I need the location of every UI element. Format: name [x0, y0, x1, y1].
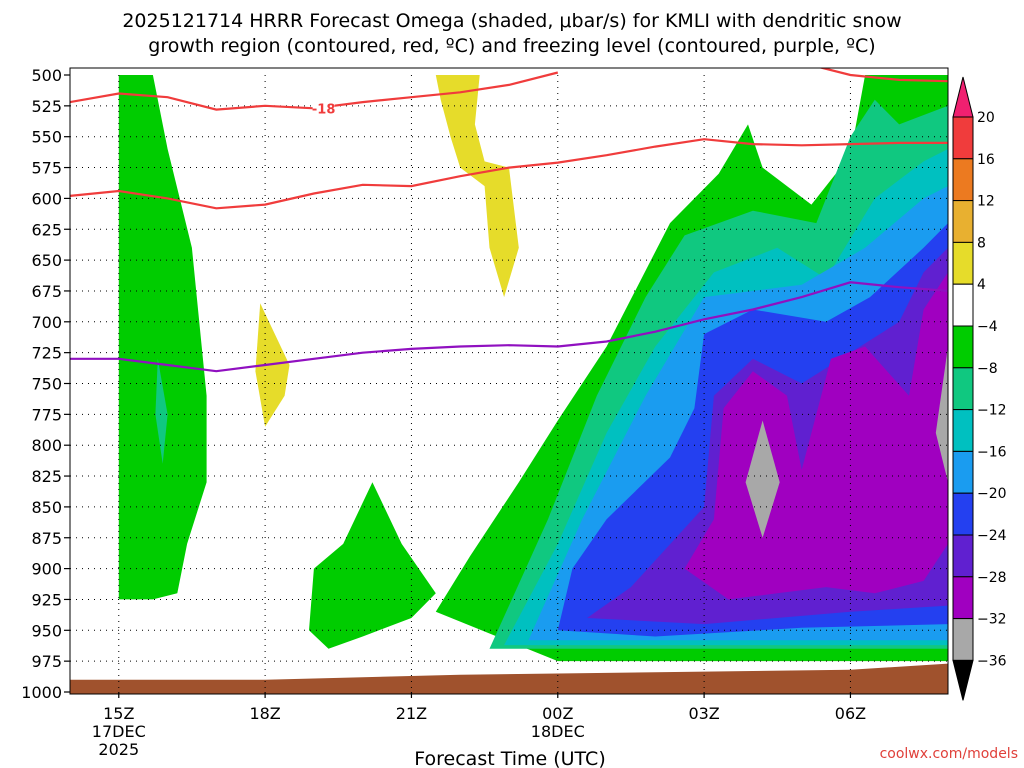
plot-area: -18 [70, 68, 948, 694]
x-axis-label: Forecast Time (UTC) [414, 748, 605, 768]
plot-frame [69, 67, 949, 695]
contour-label: -18 [312, 102, 336, 117]
colorbar-label--8: −8 [977, 361, 998, 377]
x-tick-label-03Z: 03Z [688, 704, 719, 723]
y-tick-label-700: 700 [31, 313, 62, 332]
colorbar-label-8: 8 [977, 235, 986, 251]
dgz-line-upper-right [818, 68, 948, 83]
x-tick-label-06Z: 06Z [835, 704, 866, 723]
colorbar-label--4: −4 [977, 319, 998, 335]
colorbar-bottom-arrow [952, 659, 974, 701]
colorbar-band-3 [952, 200, 974, 243]
omega-region-green-blob-21z [309, 482, 436, 649]
dgz-line-lower [70, 138, 948, 210]
colorbar-band-12 [952, 576, 974, 620]
x-tick-label-18Z: 18Z [249, 704, 280, 723]
y-tick-label-725: 725 [31, 344, 62, 363]
colorbar-label--28: −28 [977, 570, 1007, 586]
terrain-surface [70, 663, 948, 694]
y-tick-label-750: 750 [31, 375, 62, 394]
colorbar-band-10 [952, 492, 974, 536]
colorbar-band-8 [952, 409, 974, 452]
contour-label-bg [312, 100, 335, 116]
colorbar-band-2 [952, 158, 974, 202]
y-tick-label-950: 950 [31, 621, 62, 640]
colorbar-label-16: 16 [977, 152, 995, 168]
y-tick-label-600: 600 [31, 189, 62, 208]
colorbar-band-7 [952, 367, 974, 411]
x-tick-sublabel-date: 17DEC [92, 722, 146, 741]
colorbar-label-12: 12 [977, 194, 995, 210]
colorbar-label-4: 4 [977, 277, 986, 293]
omega-region-gray-edge-08z [935, 346, 948, 483]
y-tick-label-775: 775 [31, 405, 62, 424]
colorbar: 20 16 12 8 4 −4 −8 −12 −16 −20 −24 −28 −32 −36 [952, 76, 1007, 701]
omega-region-teal-patch-16z [155, 358, 168, 464]
terrain-layer [70, 663, 948, 694]
x-tick-sublabel-year: 2025 [98, 740, 139, 759]
y-axis: 500 525 550 575 600 625 650 675 700 725 750 775 800 8… [21, 66, 70, 702]
colorbar-band-11 [952, 534, 974, 578]
colorbar-band-9 [952, 450, 974, 494]
contour-layer: -18 [70, 68, 948, 373]
colorbar-label--36: −36 [977, 653, 1007, 669]
y-tick-label-1000: 1000 [21, 683, 62, 702]
gridlines [70, 75, 948, 692]
y-tick-label-550: 550 [31, 128, 62, 147]
colorbar-label--20: −20 [977, 486, 1007, 502]
omega-region-green-column-1516z [118, 75, 207, 600]
colorbar-top-arrow [952, 76, 974, 118]
colorbar-band-1 [952, 116, 974, 160]
colorbar-label--16: −16 [977, 444, 1007, 460]
chart-title-line-2: growth region (contoured, red, ºC) and f… [148, 35, 875, 57]
omega-shading [118, 75, 948, 662]
credit-text: coolwx.com/models [880, 746, 1018, 762]
y-tick-label-625: 625 [31, 220, 62, 239]
colorbar-band-13 [952, 618, 974, 661]
y-tick-label-525: 525 [31, 97, 62, 116]
colorbar-label--32: −32 [977, 612, 1007, 628]
colorbar-label--24: −24 [977, 528, 1007, 544]
x-tick-label-00Z: 00Z [542, 704, 573, 723]
y-tick-label-800: 800 [31, 436, 62, 455]
y-tick-label-575: 575 [31, 159, 62, 178]
omega-region-yellow-patch-2230z [435, 75, 519, 298]
y-tick-label-650: 650 [31, 251, 62, 270]
y-tick-label-900: 900 [31, 560, 62, 579]
y-tick-label-500: 500 [31, 66, 62, 85]
y-tick-label-975: 975 [31, 652, 62, 671]
omega-region-gray-core-0315z [745, 420, 780, 538]
x-tick-label-15Z: 15Z [103, 704, 134, 723]
colorbar-band-6 [952, 325, 974, 369]
chart-title-line-1: 2025121714 HRRR Forecast Omega (shaded, … [122, 10, 901, 32]
x-tick-label-21Z: 21Z [396, 704, 427, 723]
freezing-level-line [70, 281, 948, 373]
x-tick-sublabel-date: 18DEC [531, 722, 585, 741]
y-tick-label-675: 675 [31, 282, 62, 301]
y-tick-label-850: 850 [31, 498, 62, 517]
y-tick-label-825: 825 [31, 467, 62, 486]
y-tick-label-875: 875 [31, 529, 62, 548]
colorbar-band-4 [952, 241, 974, 285]
omega-region-purple-main [684, 272, 948, 600]
colorbar-band-5 [952, 283, 974, 327]
colorbar-label--12: −12 [977, 403, 1007, 419]
y-tick-label-925: 925 [31, 590, 62, 609]
colorbar-label-20: 20 [977, 110, 995, 126]
